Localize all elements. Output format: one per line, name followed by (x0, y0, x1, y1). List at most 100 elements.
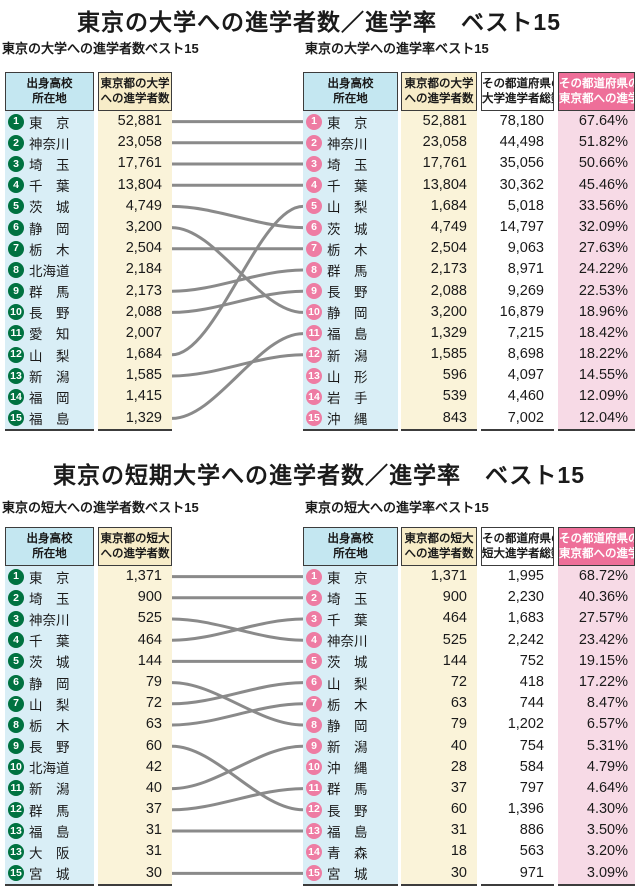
total-cell: 7,215 (507, 324, 544, 341)
total-cell: 9,063 (507, 240, 544, 257)
rate-table-universities: 出身高校 所在地 1 東 京 2 神奈川 3 埼 玉 4 千 葉 5 山 梨 6 茨 城 7 栃 木 8 群 馬 9… (303, 72, 635, 431)
table-row: 9 群 馬 (5, 281, 94, 302)
count-table-junior-colleges: 出身高校 所在地 1 東 京 2 埼 玉 3 神奈川 4 千 葉 5 茨 城 6 静 岡 7 山 梨 8 栃 木 9… (5, 527, 172, 886)
table-body-column: 68.72% 40.36% 27.57% 23.42% 19.15% 17.22% 8.47… (558, 566, 635, 886)
table-row: 2 神奈川 (5, 132, 94, 153)
rank-badge: 11 (306, 325, 322, 342)
rank-badge: 10 (306, 304, 322, 321)
count-cell: 144 (442, 652, 467, 669)
prefecture-name: 福 岡 (29, 391, 70, 407)
prefecture-name: 栃 木 (327, 697, 368, 713)
prefecture-name: 静 岡 (29, 676, 70, 692)
count-cell: 31 (450, 822, 467, 839)
table-row: 5 茨 城 (303, 651, 398, 672)
total-cell: 2,242 (507, 631, 544, 648)
table-row: 3 埼 玉 (303, 153, 398, 174)
count-cell: 72 (450, 673, 467, 690)
count-cell: 1,371 (125, 568, 162, 584)
total-cell: 2,230 (507, 589, 544, 606)
rate-cell: 12.09% (578, 388, 628, 405)
connector-line (171, 787, 304, 812)
table-row: 6 静 岡 (5, 217, 94, 238)
column-header: 出身高校 所在地 (5, 72, 94, 111)
count-cell: 464 (442, 610, 467, 627)
rate-cell: 17.22% (578, 673, 628, 690)
table-row: 9 長 野 (5, 736, 94, 757)
rate-cell: 3.20% (586, 843, 628, 860)
rank-badge: 13 (8, 844, 24, 861)
count-cell: 60 (450, 801, 467, 818)
total-cell: 4,460 (507, 388, 544, 405)
table-body-column: 67.64% 51.82% 50.66% 45.46% 33.56% 32.09% 27.6… (558, 111, 635, 431)
rank-badge: 1 (306, 113, 322, 130)
column-header-line: 所在地 (333, 92, 368, 105)
total-cell: 744 (519, 695, 544, 712)
total-cell: 44,498 (499, 134, 544, 151)
table-row: 4 神奈川 (303, 630, 398, 651)
column-header-line: 所在地 (32, 92, 67, 105)
rate-cell: 67.64% (578, 113, 628, 129)
connector-line (171, 353, 304, 378)
column-header-line: 短大進学者総数 (482, 547, 553, 560)
table-row: 15 宮 城 (5, 863, 94, 884)
table-column-count: 東京都の大学 への進学者数 52,881 23,058 17,761 13,804 1,68… (401, 72, 477, 431)
count-cell: 2,088 (125, 303, 162, 320)
rate-cell: 50.66% (578, 155, 628, 172)
table-row: 9 新 潟 (303, 736, 398, 757)
column-header-line: 東京都の大学 (404, 78, 474, 91)
rank-badge: 6 (306, 219, 322, 236)
table-column-pref: 出身高校 所在地 1 東 京 2 埼 玉 3 千 葉 4 神奈川 5 茨 城 6 山 梨 7 栃 木 8 静 岡 9… (303, 527, 398, 886)
prefecture-name: 山 形 (327, 369, 368, 385)
table-row: 8 北海道 (5, 259, 94, 280)
prefecture-name: 福 島 (327, 824, 368, 840)
count-cell: 23,058 (422, 134, 467, 151)
rate-cell: 27.57% (578, 610, 628, 627)
connector-line (171, 332, 304, 420)
rank-badge: 2 (8, 134, 24, 151)
column-header-line: 大学進学者総数 (482, 92, 553, 105)
count-cell: 18 (450, 843, 467, 860)
rate-cell: 4.79% (586, 758, 628, 775)
prefecture-name: 東 京 (327, 570, 368, 586)
column-header: 東京都の短大 への進学者数 (98, 527, 172, 566)
total-cell: 35,056 (499, 155, 544, 172)
table-row: 1 東 京 (5, 111, 94, 132)
table-row: 1 東 京 (303, 566, 398, 587)
prefecture-name: 新 潟 (29, 369, 70, 385)
total-cell: 584 (519, 758, 544, 775)
rank-badge: 11 (8, 325, 24, 342)
total-cell: 563 (519, 843, 544, 860)
count-cell: 2,173 (125, 282, 162, 299)
total-cell: 1,396 (507, 801, 544, 818)
rate-cell: 23.42% (578, 631, 628, 648)
table-row: 13 福 島 (303, 820, 398, 841)
rate-cell: 18.42% (578, 324, 628, 341)
subtitle-junior-college-count: 東京の短大への進学者数ベスト15 (2, 500, 199, 515)
count-cell: 900 (137, 589, 162, 606)
count-cell: 30 (145, 864, 162, 881)
column-header: 東京都の大学 への進学者数 (98, 72, 172, 111)
prefecture-name: 長 野 (327, 803, 368, 819)
count-cell: 1,585 (125, 367, 162, 384)
prefecture-name: 北海道 (29, 263, 70, 279)
column-header-line: への進学者数 (404, 547, 474, 560)
rank-badge: 3 (306, 155, 322, 172)
connector-line (171, 617, 304, 642)
rank-badge: 9 (8, 738, 24, 755)
connector-line (171, 226, 304, 314)
table-row: 2 神奈川 (303, 132, 398, 153)
column-header-line: 東京都の大学 (100, 78, 170, 91)
rank-badge: 13 (8, 367, 24, 384)
prefecture-name: 茨 城 (327, 655, 368, 671)
prefecture-name: 宮 城 (29, 867, 70, 883)
column-header-line: その都道府県の (482, 533, 553, 546)
count-cell: 1,684 (125, 346, 162, 363)
rank-badge: 12 (8, 801, 24, 818)
column-header-line: 東京都の短大 (404, 533, 474, 546)
rank-badge: 2 (306, 134, 322, 151)
count-cell: 843 (442, 409, 467, 426)
rank-badge: 3 (8, 155, 24, 172)
rank-badge: 5 (8, 198, 24, 215)
rate-cell: 68.72% (578, 568, 628, 584)
table-row: 5 茨 城 (5, 651, 94, 672)
